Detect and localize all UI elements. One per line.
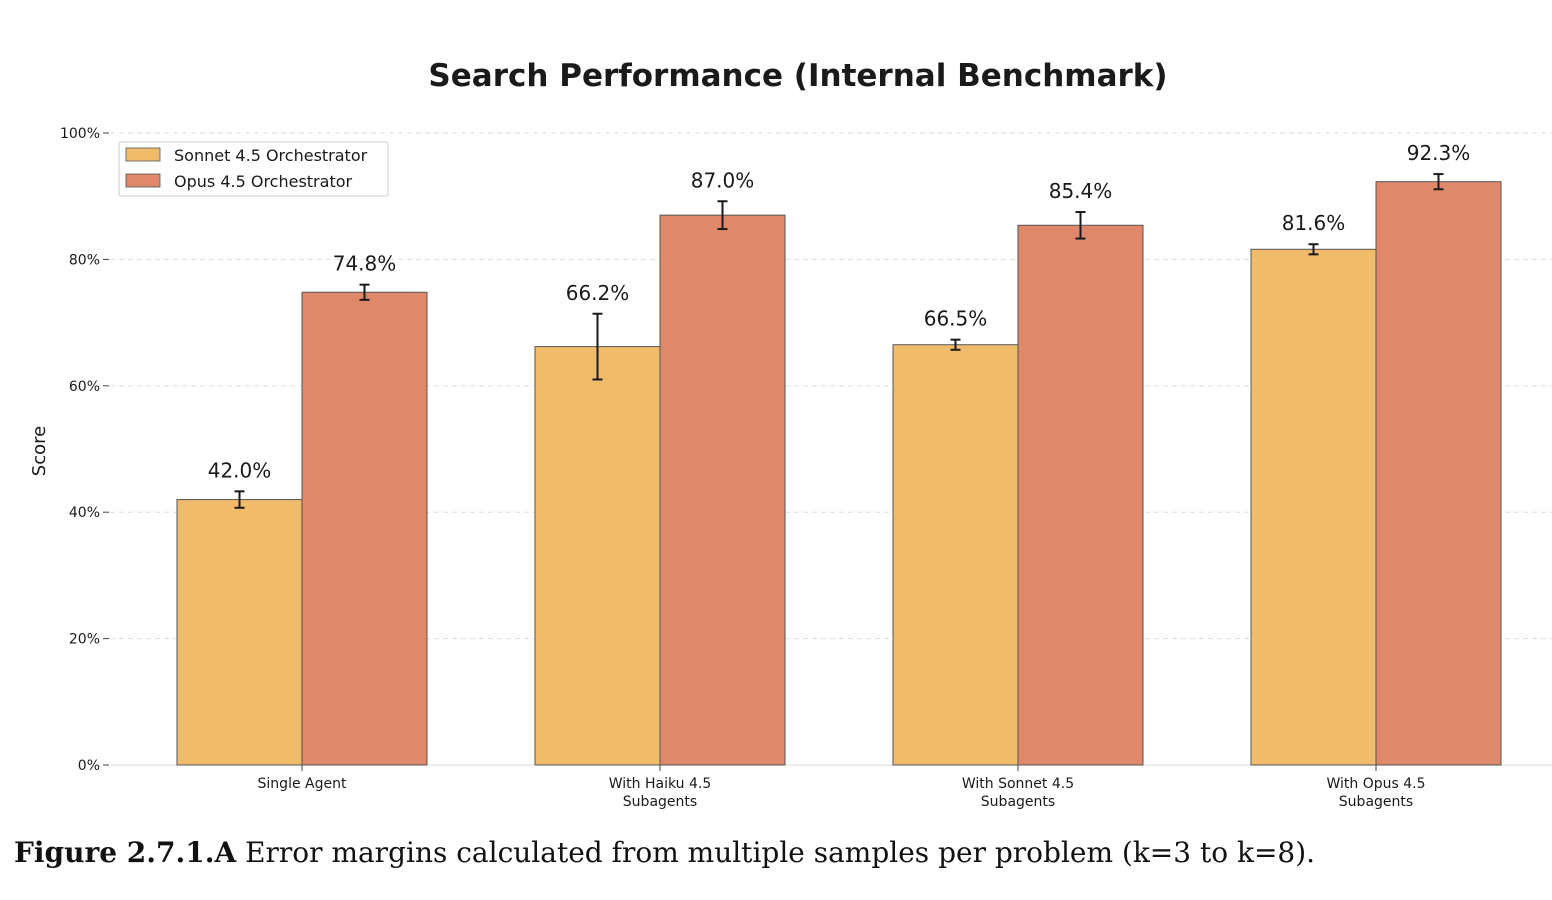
y-tick-label: 40% (69, 505, 100, 521)
error-bar (1433, 173, 1444, 191)
data-labels: 42.0% 66.2% 66.5% 81.6% 74.8% 87.0% 85.4% 92.3% (208, 141, 1471, 482)
x-axis-tick-labels: Single Agent With Haiku 4.5 Subagents With … (258, 765, 1426, 810)
data-label: 85.4% (1049, 179, 1113, 203)
data-label: 81.6% (1282, 211, 1346, 235)
caption-text: Error margins calculated from multiple s… (236, 836, 1316, 869)
data-label: 42.0% (208, 458, 272, 482)
error-bar (234, 490, 245, 509)
bar-sonnet-2 (892, 344, 1019, 766)
bar-opus-1 (659, 214, 786, 766)
chart-title: Search Performance (Internal Benchmark) (428, 58, 1167, 94)
bar-sonnet-3 (1250, 248, 1377, 766)
x-tick-label: Single Agent (258, 776, 347, 792)
bar-sonnet-0 (176, 499, 303, 766)
error-bar (950, 338, 961, 351)
legend-label-opus: Opus 4.5 Orchestrator (174, 172, 353, 191)
error-bar (359, 283, 370, 301)
data-label: 66.5% (924, 307, 988, 331)
legend: Sonnet 4.5 Orchestrator Opus 4.5 Orchest… (118, 141, 389, 197)
data-label: 87.0% (691, 168, 755, 192)
error-bar (1075, 211, 1086, 240)
x-tick-label: With Opus 4.5 Subagents (1326, 776, 1425, 810)
y-tick-label: 100% (60, 126, 100, 142)
legend-swatch-sonnet (125, 147, 161, 162)
bar-chart: 0% 20% 40% 60% 80% 100% 42.0% 66.2% 66.5% 81.6% 7… (29, 58, 1552, 810)
x-tick-label: With Sonnet 4.5 Subagents (962, 776, 1074, 810)
error-bar (1308, 243, 1319, 256)
legend-box (118, 141, 389, 197)
bar-opus-2 (1017, 224, 1144, 766)
bar-opus-0 (301, 291, 428, 766)
bar-opus-3 (1375, 181, 1502, 766)
error-bars (234, 173, 1444, 509)
figure-caption: Figure 2.7.1.A Error margins calculated … (14, 836, 1315, 869)
y-tick-label: 80% (69, 252, 100, 268)
bar-sonnet-1 (534, 346, 661, 766)
y-tick-label: 20% (69, 632, 100, 648)
y-axis-label: Score (29, 426, 50, 476)
data-label: 92.3% (1407, 141, 1471, 165)
error-bar (717, 200, 728, 231)
error-bar (592, 312, 603, 381)
legend-label-sonnet: Sonnet 4.5 Orchestrator (174, 146, 368, 165)
y-axis: 0% 20% 40% 60% 80% 100% (60, 126, 109, 774)
y-tick-label: 60% (69, 379, 100, 395)
data-label: 66.2% (566, 281, 630, 305)
legend-swatch-opus (125, 173, 161, 188)
y-tick-label: 0% (78, 758, 100, 774)
figure-label: Figure 2.7.1.A (14, 836, 237, 869)
data-label: 74.8% (333, 252, 397, 276)
bars (176, 181, 1502, 766)
x-tick-label: With Haiku 4.5 Subagents (609, 776, 712, 810)
